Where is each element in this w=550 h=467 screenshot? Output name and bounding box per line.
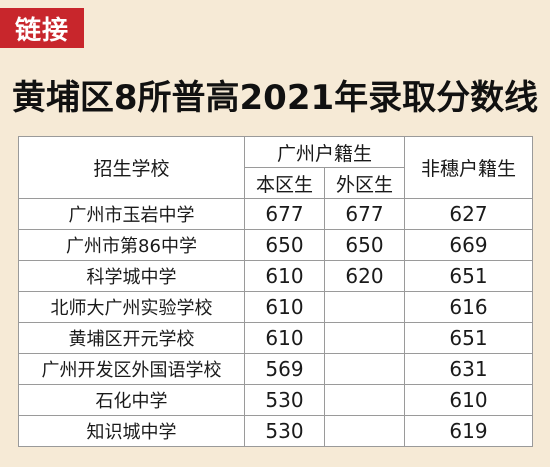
non-gz-score-cell: 669 [404, 229, 534, 261]
header-non-gz: 非穗户籍生 [404, 136, 534, 199]
link-tag: 链接 [0, 8, 84, 48]
other-district-score-cell: 677 [323, 198, 406, 230]
local-district-score-cell: 610 [244, 260, 325, 292]
other-district-score-cell: 650 [323, 229, 406, 261]
other-district-score-cell [323, 384, 406, 416]
non-gz-score-cell: 619 [404, 415, 534, 447]
non-gz-score-cell: 631 [404, 353, 534, 385]
local-district-score-cell: 569 [244, 353, 325, 385]
non-gz-score-cell: 610 [404, 384, 534, 416]
other-district-score-cell [323, 291, 406, 323]
other-district-score-cell: 620 [323, 260, 406, 292]
header-gz-hukou: 广州户籍生 [243, 136, 406, 168]
header-school: 招生学校 [18, 136, 245, 199]
school-name-cell: 石化中学 [18, 384, 245, 416]
school-name-cell: 广州市玉岩中学 [18, 198, 245, 230]
page-title: 黄埔区8所普高2021年录取分数线 [11, 78, 539, 118]
local-district-score-cell: 530 [244, 384, 325, 416]
table-row: 北师大广州实验学校 610 616 [18, 291, 534, 323]
table-row: 广州开发区外国语学校 569 631 [18, 353, 534, 385]
non-gz-score-cell: 616 [404, 291, 534, 323]
local-district-score-cell: 650 [244, 229, 325, 261]
school-name-cell: 科学城中学 [18, 260, 245, 292]
table-row: 科学城中学 610 620 651 [18, 260, 534, 292]
table-row: 知识城中学 530 619 [18, 415, 534, 447]
school-name-cell: 黄埔区开元学校 [18, 322, 245, 354]
local-district-score-cell: 530 [244, 415, 325, 447]
school-name-cell: 北师大广州实验学校 [18, 291, 245, 323]
header-other-district: 外区生 [323, 167, 406, 199]
admission-score-table: 招生学校 广州户籍生 非穗户籍生 本区生 外区生 广州市玉岩中学 677 677 62… [18, 136, 534, 447]
table-row: 广州市第86中学 650 650 669 [18, 229, 534, 261]
table-row: 石化中学 530 610 [18, 384, 534, 416]
school-name-cell: 广州市第86中学 [18, 229, 245, 261]
local-district-score-cell: 677 [244, 198, 325, 230]
table-row: 黄埔区开元学校 610 651 [18, 322, 534, 354]
school-name-cell: 广州开发区外国语学校 [18, 353, 245, 385]
other-district-score-cell [323, 353, 406, 385]
other-district-score-cell [323, 322, 406, 354]
other-district-score-cell [323, 415, 406, 447]
table-row: 广州市玉岩中学 677 677 627 [18, 198, 534, 230]
local-district-score-cell: 610 [244, 291, 325, 323]
non-gz-score-cell: 651 [404, 322, 534, 354]
school-name-cell: 知识城中学 [18, 415, 245, 447]
non-gz-score-cell: 651 [404, 260, 534, 292]
local-district-score-cell: 610 [244, 322, 325, 354]
non-gz-score-cell: 627 [404, 198, 534, 230]
header-local-district: 本区生 [244, 167, 325, 199]
